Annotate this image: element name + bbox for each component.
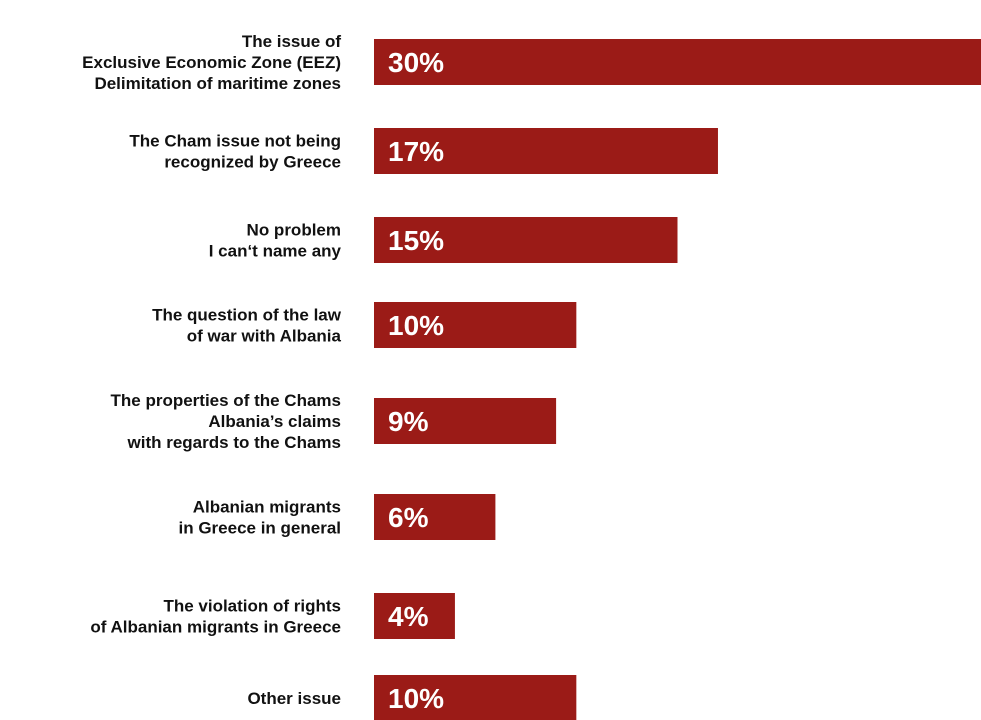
category-label-5: The properties of the Chams Albania’s cla…	[111, 391, 342, 452]
category-label-line: of war with Albania	[187, 327, 342, 346]
value-label-7: 4%	[388, 601, 429, 632]
category-label-7: The violation of rights of Albanian migra…	[90, 597, 341, 637]
bar-2	[374, 128, 718, 174]
category-label-8: Other issue	[247, 689, 341, 708]
value-label-8: 10%	[388, 683, 444, 714]
category-label-line: Delimitation of maritime zones	[94, 74, 341, 93]
category-label-2: The Cham issue not being recognized by Gr…	[129, 132, 341, 172]
category-label-line: with regards to the Chams	[127, 433, 341, 452]
category-label-line: The properties of the Chams	[111, 391, 342, 410]
category-label-line: recognized by Greece	[164, 153, 341, 172]
bar-6	[374, 494, 496, 540]
category-label-line: Albanian migrants	[193, 498, 341, 517]
value-label-4: 10%	[388, 310, 444, 341]
category-label-3: No problem I can‘t name any	[209, 221, 342, 261]
value-label-5: 9%	[388, 406, 429, 437]
bar-1	[374, 39, 981, 85]
category-label-1: The issue of Exclusive Economic Zone (EEZ…	[82, 32, 341, 93]
category-label-line: No problem	[247, 221, 341, 240]
bar-7	[374, 593, 455, 639]
bar-8	[374, 675, 577, 720]
value-label-1: 30%	[388, 47, 444, 78]
category-label-line: I can‘t name any	[209, 242, 342, 261]
category-label-line: The issue of	[242, 32, 342, 51]
bar-3	[374, 217, 678, 263]
category-label-line: The Cham issue not being	[129, 132, 341, 151]
value-label-6: 6%	[388, 502, 429, 533]
bar-4	[374, 302, 577, 348]
category-label-line: Exclusive Economic Zone (EEZ)	[82, 53, 341, 72]
category-label-line: The violation of rights	[163, 597, 341, 616]
value-label-3: 15%	[388, 225, 444, 256]
category-label-line: The question of the law	[152, 306, 342, 325]
category-label-line: Other issue	[247, 689, 341, 708]
category-label-6: Albanian migrants in Greece in general	[178, 498, 341, 538]
value-label-2: 17%	[388, 136, 444, 167]
bar-5	[374, 398, 557, 444]
category-label-line: in Greece in general	[178, 519, 341, 538]
category-label-4: The question of the law of war with Alban…	[152, 306, 342, 346]
category-label-line: of Albanian migrants in Greece	[90, 618, 341, 637]
category-label-line: Albania’s claims	[208, 412, 341, 431]
